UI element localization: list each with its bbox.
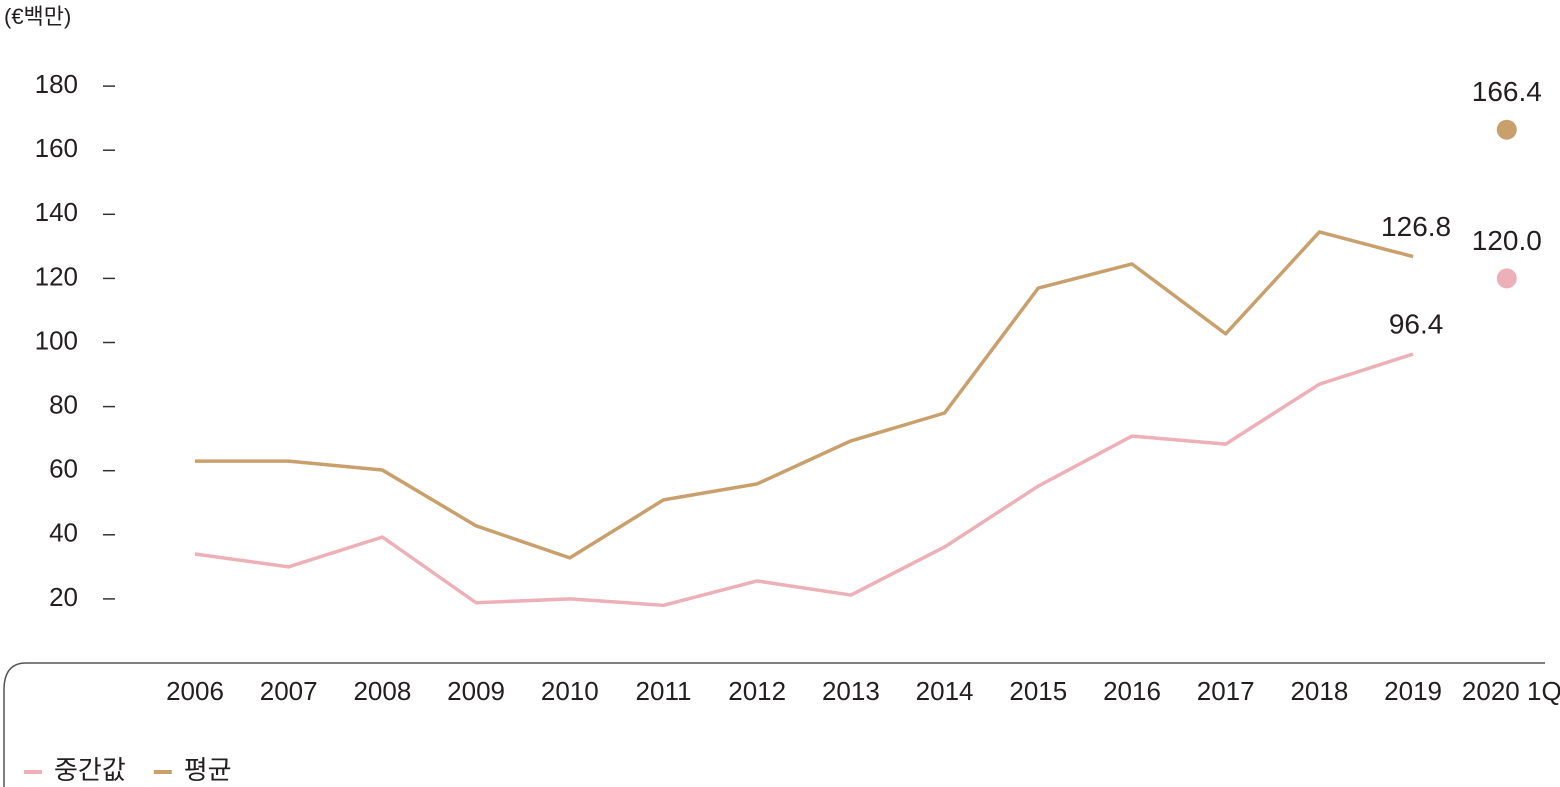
data-label: 166.4 xyxy=(1472,76,1542,107)
y-tick-label: 140 xyxy=(35,197,78,227)
x-tick-label: 2006 xyxy=(166,676,224,706)
series-line xyxy=(194,352,1414,608)
y-tick-label: 60 xyxy=(49,454,78,484)
y-tick-label: 180 xyxy=(35,69,78,99)
x-tick-label: 2011 xyxy=(636,676,692,706)
x-axis-frame xyxy=(3,662,1545,787)
x-tick-label: 2018 xyxy=(1290,676,1348,706)
y-tick-label: 20 xyxy=(49,582,78,612)
y-tick-label: 40 xyxy=(49,518,78,548)
point xyxy=(1496,268,1517,289)
legend-label: 중간값 xyxy=(54,755,126,785)
x-tick-label: 2007 xyxy=(260,676,318,706)
legend-label: 평균 xyxy=(184,755,232,785)
x-tick-label: 2017 xyxy=(1197,676,1255,706)
x-tick-label: 2015 xyxy=(1009,676,1067,706)
x-tick-label: 2016 xyxy=(1103,676,1161,706)
x-tick-label: 2008 xyxy=(353,676,411,706)
y-tick-label: 80 xyxy=(49,389,78,419)
x-tick-label: 2013 xyxy=(822,676,880,706)
y-tick-label: 120 xyxy=(35,261,78,291)
data-label: 126.8 xyxy=(1381,211,1451,242)
x-tick-label: 2010 xyxy=(541,676,599,706)
data-label: 120.0 xyxy=(1472,225,1542,256)
x-tick-label: 2009 xyxy=(447,676,505,706)
data-label: 96.4 xyxy=(1389,308,1444,339)
y-tick-label: 160 xyxy=(35,133,78,163)
x-tick-label: 2019 xyxy=(1384,676,1442,706)
x-tick-label: 2020 1Q xyxy=(1462,676,1560,706)
unit-label: (€백만) xyxy=(4,4,71,29)
x-tick-label: 2012 xyxy=(728,676,786,706)
series-line xyxy=(195,230,1414,560)
y-tick-label: 100 xyxy=(35,325,78,355)
x-tick-label: 2014 xyxy=(916,676,974,706)
point xyxy=(1496,119,1517,140)
